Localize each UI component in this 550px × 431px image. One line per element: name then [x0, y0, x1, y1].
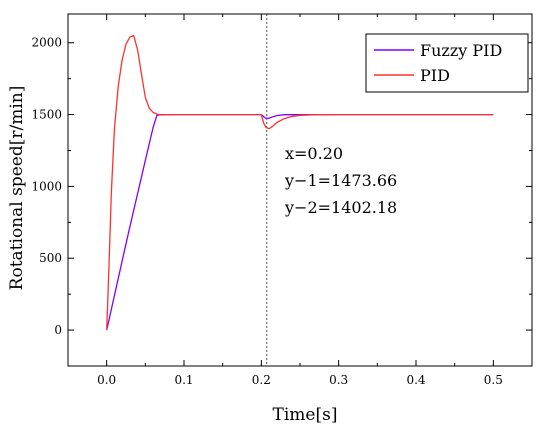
y-axis-title: Rotational speed[r/min] [7, 86, 27, 291]
x-tick-label: 0.3 [329, 373, 348, 387]
annotation-x: x=0.20 [285, 144, 343, 163]
legend: Fuzzy PID PID [365, 33, 529, 93]
y-tick-label: 1500 [31, 108, 62, 122]
series-line-pid [106, 34, 494, 331]
axes-layer: 0.0 0.1 0.2 0.3 0.4 0.5 0 500 1000 1500 2000 [31, 13, 533, 387]
x-tick-label: 0.4 [406, 373, 425, 387]
cursor-annotation: x=0.20 y−1=1473.66 y−2=1402.18 [284, 144, 397, 217]
x-tick-label: 0.2 [252, 373, 271, 387]
legend-label-pid: PID [420, 66, 450, 85]
annotation-y1: y−1=1473.66 [284, 171, 397, 190]
series-layer [106, 34, 494, 331]
legend-label-fuzzy-pid: Fuzzy PID [420, 41, 502, 60]
y-tick-label: 500 [39, 251, 62, 265]
x-tick-label: 0.5 [484, 373, 503, 387]
legend-box [365, 33, 529, 93]
x-tick-label: 0.1 [174, 373, 193, 387]
y-tick-label: 2000 [31, 36, 62, 50]
y-tick-label: 0 [54, 323, 62, 337]
x-tick-label: 0.0 [97, 373, 116, 387]
x-axis-title: Time[s] [273, 405, 338, 425]
y-tick-label: 1000 [31, 179, 62, 193]
annotation-y2: y−2=1402.18 [284, 198, 397, 217]
